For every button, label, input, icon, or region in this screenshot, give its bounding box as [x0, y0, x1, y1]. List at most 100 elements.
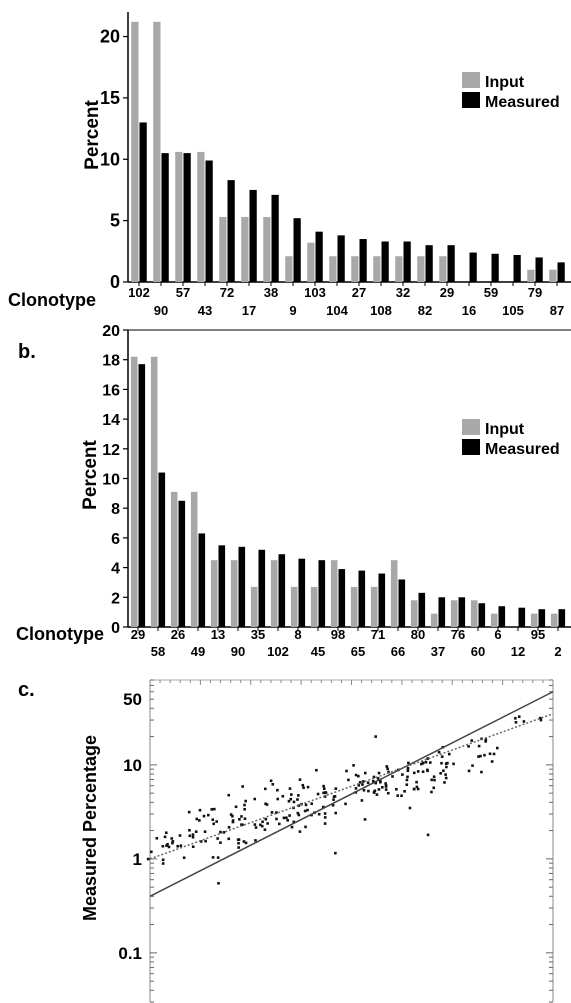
scatter-point	[237, 841, 240, 845]
scatter-point	[446, 761, 449, 765]
legend-label-input: Input	[485, 74, 525, 91]
scatter-point	[324, 791, 328, 795]
bar-measured	[183, 153, 191, 282]
scatter-point	[277, 822, 281, 826]
scatter-point	[227, 826, 231, 829]
x-tick-label: 103	[304, 285, 326, 300]
bar-input	[197, 151, 205, 282]
scatter-point	[211, 856, 215, 859]
scatter-point	[187, 810, 191, 814]
scatter-point	[447, 752, 451, 756]
scatter-point	[440, 755, 444, 758]
bar-input	[219, 216, 227, 282]
y-tick-label: 0	[110, 272, 120, 292]
bar-measured	[491, 253, 499, 282]
scatter-point	[288, 787, 292, 790]
x-tick-label: 60	[471, 644, 485, 659]
scatter-point	[439, 771, 442, 775]
scatter-point	[426, 833, 430, 837]
scatter-point	[395, 787, 398, 791]
scatter-point	[244, 841, 248, 845]
scatter-point	[290, 825, 294, 829]
scatter-point	[240, 815, 243, 818]
scatter-point	[242, 840, 246, 843]
bar-measured	[538, 609, 546, 627]
x-tick-label: 43	[198, 303, 212, 318]
bar-input	[175, 151, 183, 282]
x-tick-label: 79	[528, 285, 542, 300]
bar-measured	[438, 597, 446, 627]
scatter-point	[432, 775, 436, 779]
scatter-point	[171, 841, 174, 845]
scatter-point	[372, 775, 376, 779]
scatter-point	[317, 812, 321, 816]
scatter-point	[306, 808, 309, 812]
scatter-point	[164, 831, 168, 835]
x-tick-label: 66	[391, 644, 405, 659]
y-tick-label: 2	[111, 590, 120, 607]
bar-input	[550, 613, 558, 627]
scatter-point	[244, 799, 247, 803]
scatter-point	[426, 757, 430, 760]
x-tick-label: 59	[484, 285, 498, 300]
scatter-point	[204, 839, 207, 843]
bar-measured	[158, 472, 166, 627]
scatter-point	[406, 766, 410, 770]
scatter-point	[357, 784, 361, 787]
scatter-point	[480, 770, 483, 774]
scatter-point	[334, 811, 337, 815]
scatter-point	[440, 761, 443, 765]
fit-line-dotted	[149, 713, 554, 860]
scatter-point	[323, 816, 327, 819]
scatter-point	[259, 823, 262, 827]
x-tick-label: 6	[494, 627, 501, 642]
x-tick-label: 16	[462, 303, 476, 318]
scatter-point	[210, 808, 214, 811]
scatter-point	[443, 781, 446, 784]
bar-measured	[358, 570, 366, 627]
scatter-point	[234, 805, 238, 809]
scatter-point	[408, 806, 412, 810]
scatter-point	[372, 790, 376, 794]
bar-measured	[315, 231, 323, 282]
scatter-point	[219, 830, 222, 834]
scatter-point	[297, 813, 301, 817]
bar-measured	[535, 257, 543, 282]
y-tick-label: 5	[110, 211, 120, 231]
scatter-point	[421, 761, 425, 765]
bar-measured	[469, 252, 477, 282]
x-tick-label: 65	[351, 644, 365, 659]
scatter-point	[405, 783, 409, 786]
scatter-point	[406, 769, 410, 773]
scatter-point	[467, 745, 470, 748]
bar-input	[310, 586, 318, 627]
scatter-point	[361, 780, 365, 783]
scatter-point	[229, 813, 233, 816]
bar-input	[130, 356, 138, 627]
x-tick-label: 87	[550, 303, 564, 318]
bar-measured	[258, 549, 266, 627]
scatter-point	[379, 780, 382, 784]
bar-measured	[447, 245, 455, 282]
x-tick-label: 80	[411, 627, 425, 642]
scatter-point	[377, 771, 381, 775]
scatter-point	[275, 817, 278, 821]
scatter-point	[292, 820, 296, 824]
scatter-point	[231, 820, 235, 824]
x-tick-label: 2	[554, 644, 561, 659]
scatter-point	[467, 769, 471, 773]
scatter-point	[415, 785, 419, 789]
scatter-point	[219, 841, 222, 844]
legend-b: Input Measured	[462, 419, 560, 458]
bar-measured	[198, 533, 206, 627]
scatter-point	[198, 808, 202, 812]
bar-measured	[337, 235, 345, 282]
scatter-point	[243, 803, 246, 807]
bar-measured	[218, 545, 226, 627]
x-tick-label: 95	[531, 627, 545, 642]
scatter-point	[231, 819, 235, 822]
scatter-point	[483, 753, 486, 757]
scatter-point	[274, 811, 278, 814]
scatter-point	[345, 769, 348, 773]
bar-input	[230, 560, 238, 627]
